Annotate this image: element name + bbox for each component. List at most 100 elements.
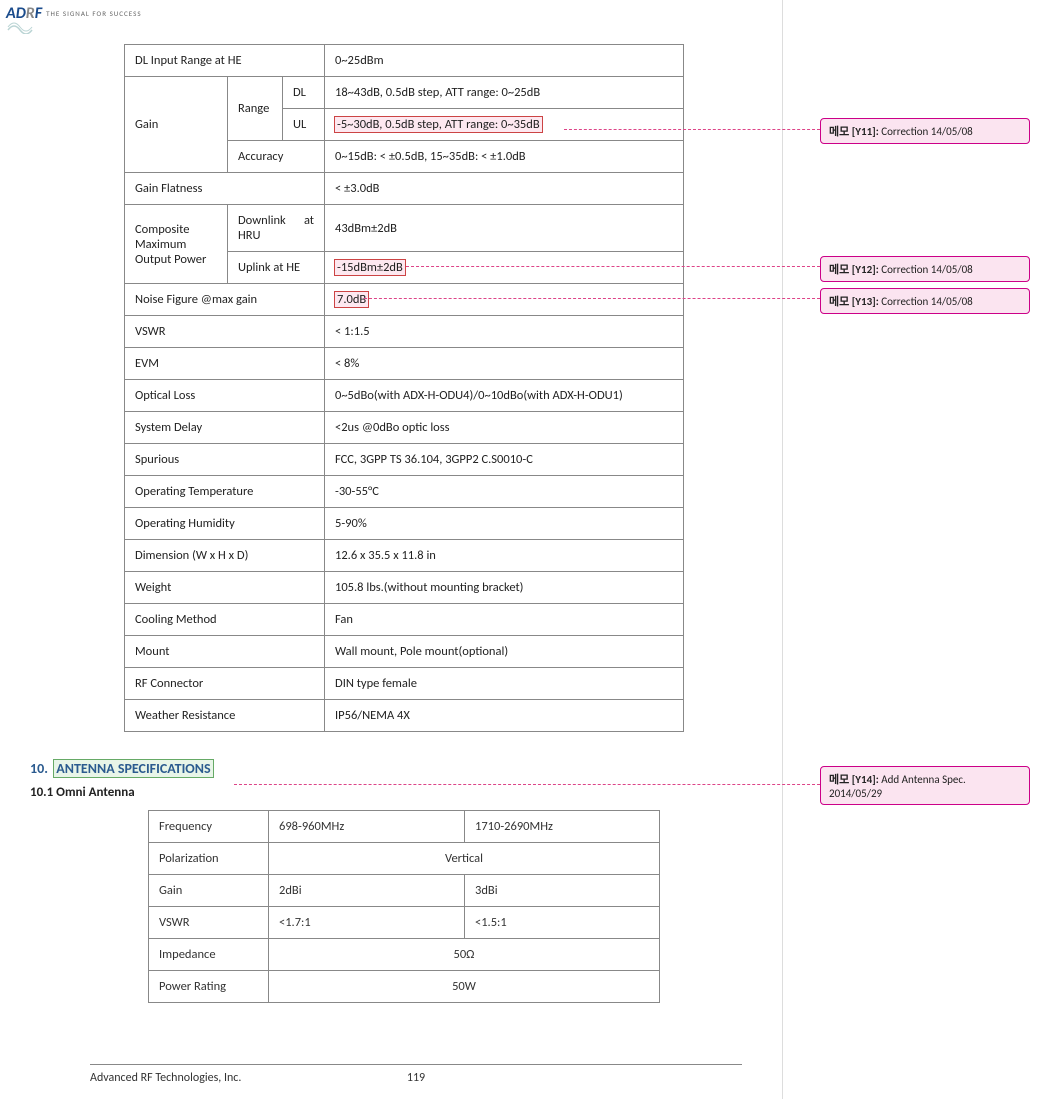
antenna-table: Frequency698-960MHz1710-2690MHzPolarizat… xyxy=(148,810,660,1003)
cell-value: 2dBi xyxy=(269,875,465,907)
table-row: RF ConnectorDIN type female xyxy=(125,668,684,700)
logo-wave-icon xyxy=(6,20,34,34)
table-row: Operating Temperature-30-55°C xyxy=(125,476,684,508)
cell-value: -5~30dB, 0.5dB step, ATT range: 0~35dB xyxy=(325,109,684,141)
cell-label: Power Rating xyxy=(149,971,269,1003)
cell-label: Composite Maximum Output Power xyxy=(125,205,228,284)
cell-label: Mount xyxy=(125,636,325,668)
comment-text: Correction 14/05/08 xyxy=(879,295,973,308)
cell-label: Optical Loss xyxy=(125,380,325,412)
cell-label: Operating Humidity xyxy=(125,508,325,540)
cell-label: Gain xyxy=(125,77,228,173)
tracked-change: -15dBm±2dB xyxy=(335,260,405,275)
comment-balloon[interactable]: 메모 [Y13]: Correction 14/05/08 xyxy=(820,288,1030,314)
specifications-table: DL Input Range at HE 0~25dBm Gain Range … xyxy=(124,44,684,732)
tracked-change: -5~30dB, 0.5dB step, ATT range: 0~35dB xyxy=(335,117,542,132)
table-row: VSWR<1.7:1<1.5:1 xyxy=(149,907,660,939)
cell-value: -15dBm±2dB xyxy=(325,252,684,284)
table-row: PolarizationVertical xyxy=(149,843,660,875)
cell-label: System Delay xyxy=(125,412,325,444)
cell-value: Vertical xyxy=(269,843,660,875)
table-row: Gain2dBi3dBi xyxy=(149,875,660,907)
cell-label: EVM xyxy=(125,348,325,380)
table-row: VSWR< 1:1.5 xyxy=(125,316,684,348)
table-row: MountWall mount, Pole mount(optional) xyxy=(125,636,684,668)
comment-text: Correction 14/05/08 xyxy=(879,125,973,138)
page-footer: Advanced RF Technologies, Inc. 119 xyxy=(90,1064,742,1085)
cell-value: <2us @0dBo optic loss xyxy=(325,412,684,444)
cell-value: 12.6 x 35.5 x 11.8 in xyxy=(325,540,684,572)
cell-value: <1.5:1 xyxy=(465,907,660,939)
cell-value: < 1:1.5 xyxy=(325,316,684,348)
table-row: SpuriousFCC, 3GPP TS 36.104, 3GPP2 C.S00… xyxy=(125,444,684,476)
cell-label: DL xyxy=(282,77,324,109)
comment-leader-line xyxy=(406,266,820,267)
comment-leader-line xyxy=(564,129,820,130)
cell-value: 3dBi xyxy=(465,875,660,907)
table-row: Weather ResistanceIP56/NEMA 4X xyxy=(125,700,684,732)
cell-label: DL Input Range at HE xyxy=(125,45,325,77)
cell-label: Polarization xyxy=(149,843,269,875)
cell-label: Range xyxy=(227,77,282,141)
cell-label: VSWR xyxy=(125,316,325,348)
comment-label: 메모 [Y14]: xyxy=(829,773,879,786)
cell-value: 50Ω xyxy=(269,939,660,971)
cell-value: 0~25dBm xyxy=(325,45,684,77)
cell-label: Dimension (W x H x D) xyxy=(125,540,325,572)
review-pane-bg xyxy=(783,0,1056,1099)
comment-balloon[interactable]: 메모 [Y12]: Correction 14/05/08 xyxy=(820,256,1030,282)
comment-balloon[interactable]: 메모 [Y14]: Add Antenna Spec. 2014/05/29 xyxy=(820,766,1030,805)
cell-value: < ±3.0dB xyxy=(325,173,684,205)
comment-leader-line xyxy=(234,784,820,785)
cell-label: Weather Resistance xyxy=(125,700,325,732)
section-heading: 10. ANTENNA SPECIFICATIONS xyxy=(30,760,782,777)
table-row: Cooling MethodFan xyxy=(125,604,684,636)
table-row: EVM< 8% xyxy=(125,348,684,380)
cell-label: Noise Figure @max gain xyxy=(125,284,325,316)
document-page: ADRF THE SIGNAL FOR SUCCESS DL Input Ran… xyxy=(0,0,783,1099)
table-row: Noise Figure @max gain 7.0dB xyxy=(125,284,684,316)
cell-value: FCC, 3GPP TS 36.104, 3GPP2 C.S0010-C xyxy=(325,444,684,476)
cell-label: UL xyxy=(282,109,324,141)
comment-label: 메모 [Y11]: xyxy=(829,125,879,138)
cell-value: 43dBm±2dB xyxy=(325,205,684,252)
cell-value: Fan xyxy=(325,604,684,636)
cell-value: 1710-2690MHz xyxy=(465,811,660,843)
cell-label: Spurious xyxy=(125,444,325,476)
table-row: Optical Loss0~5dBo(with ADX-H-ODU4)/0~10… xyxy=(125,380,684,412)
table-row: Power Rating50W xyxy=(149,971,660,1003)
tracked-change: 7.0dB xyxy=(335,292,368,307)
table-row: Composite Maximum Output Power Downlink … xyxy=(125,205,684,252)
footer-page-number: 119 xyxy=(407,1071,425,1085)
comment-label: 메모 [Y13]: xyxy=(829,295,879,308)
cell-label: Frequency xyxy=(149,811,269,843)
cell-label: Downlink at HRU xyxy=(227,205,324,252)
cell-value: DIN type female xyxy=(325,668,684,700)
cell-value: 698-960MHz xyxy=(269,811,465,843)
content-area: DL Input Range at HE 0~25dBm Gain Range … xyxy=(124,44,684,732)
cell-value: 18~43dB, 0.5dB step, ATT range: 0~25dB xyxy=(325,77,684,109)
section-title: ANTENNA SPECIFICATIONS xyxy=(54,760,212,777)
cell-value: 105.8 lbs.(without mounting bracket) xyxy=(325,572,684,604)
comment-text: Correction 14/05/08 xyxy=(879,263,973,276)
cell-label: Gain xyxy=(149,875,269,907)
cell-label: Operating Temperature xyxy=(125,476,325,508)
footer-company: Advanced RF Technologies, Inc. xyxy=(90,1071,241,1085)
cell-label: Impedance xyxy=(149,939,269,971)
table-row: Weight105.8 lbs.(without mounting bracke… xyxy=(125,572,684,604)
cell-label: VSWR xyxy=(149,907,269,939)
table-row: DL Input Range at HE 0~25dBm xyxy=(125,45,684,77)
cell-label: Gain Flatness xyxy=(125,173,325,205)
subsection-heading: 10.1 Omni Antenna xyxy=(30,785,782,800)
comment-balloon[interactable]: 메모 [Y11]: Correction 14/05/08 xyxy=(820,118,1030,144)
logo-tagline: THE SIGNAL FOR SUCCESS xyxy=(46,9,141,18)
cell-label: Weight xyxy=(125,572,325,604)
cell-label: Cooling Method xyxy=(125,604,325,636)
cell-label: RF Connector xyxy=(125,668,325,700)
section-number: 10. xyxy=(30,760,48,777)
cell-value: -30-55°C xyxy=(325,476,684,508)
logo-text-c: F xyxy=(35,4,42,23)
table-row: Gain Range DL 18~43dB, 0.5dB step, ATT r… xyxy=(125,77,684,109)
cell-value: 5-90% xyxy=(325,508,684,540)
cell-value: 0~15dB: < ±0.5dB, 15~35dB: < ±1.0dB xyxy=(325,141,684,173)
